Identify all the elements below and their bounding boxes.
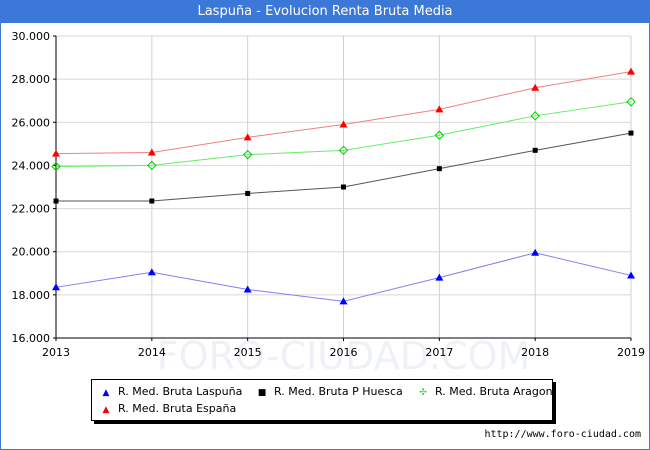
grid	[55, 35, 632, 339]
data-point	[147, 160, 157, 171]
x-tick-label: 2019	[617, 346, 645, 359]
legend-label-huesca: R. Med. Bruta P Huesca	[274, 385, 403, 398]
data-point	[52, 283, 60, 291]
data-point	[243, 133, 252, 141]
series-group	[51, 67, 636, 305]
data-point	[51, 161, 61, 172]
data-point	[434, 130, 445, 140]
data-point	[435, 273, 444, 281]
x-tick-label: 2017	[425, 346, 453, 359]
data-point	[628, 130, 634, 136]
legend-label-aragon: R. Med. Bruta Aragon	[435, 385, 553, 398]
data-point	[149, 198, 155, 204]
legend-label-laspuna: R. Med. Bruta Laspuña	[118, 385, 243, 398]
data-point	[531, 248, 540, 256]
data-point	[627, 271, 635, 279]
y-tick-label: 30.000	[12, 30, 51, 43]
legend-marker-huesca: ■	[257, 388, 267, 398]
y-tick-label: 28.000	[12, 73, 51, 86]
data-point	[436, 166, 442, 172]
data-point	[532, 147, 538, 153]
data-point	[147, 268, 156, 276]
y-tick-label: 16.000	[12, 332, 51, 345]
legend-item-huesca: ■ R. Med. Bruta P Huesca	[256, 385, 403, 399]
data-point	[435, 105, 444, 113]
x-tick-label: 2018	[521, 346, 549, 359]
footer-url[interactable]: http://www.foro-ciudad.com	[484, 429, 641, 440]
y-tick-label: 22.000	[12, 203, 51, 216]
data-point	[242, 149, 253, 160]
data-point	[626, 97, 636, 107]
y-tick-label: 24.000	[12, 159, 51, 172]
data-point	[245, 190, 251, 196]
y-tick-label: 26.000	[12, 116, 51, 129]
series-line-2	[55, 101, 632, 168]
data-point	[627, 67, 635, 75]
data-point	[341, 184, 346, 190]
data-point	[530, 111, 540, 121]
data-point	[147, 148, 156, 156]
x-tick-label: 2014	[138, 346, 166, 359]
legend-item-aragon: ✣ R. Med. Bruta Aragon	[417, 385, 553, 399]
chart-title: Laspuña - Evolucion Renta Bruta Media	[1, 1, 649, 23]
data-point	[531, 83, 540, 91]
legend: ▲ R. Med. Bruta Laspuña ■ R. Med. Bruta P …	[91, 379, 553, 421]
legend-item-espana: ▲ R. Med. Bruta España	[100, 402, 237, 416]
x-tick-label: 2016	[330, 346, 358, 359]
data-point	[338, 145, 349, 156]
data-point	[52, 149, 60, 157]
x-tick-label: 2013	[42, 346, 70, 359]
legend-item-laspuna: ▲ R. Med. Bruta Laspuña	[100, 385, 243, 399]
legend-marker-laspuna: ▲	[102, 388, 110, 398]
data-point	[53, 198, 59, 204]
watermark-text: FORO-CIUDAD.COM	[157, 334, 531, 378]
data-point	[243, 285, 252, 293]
data-point	[339, 297, 348, 305]
axes: 16.000 18.000 20.000 22.000 24.000 26.000 28.0…	[12, 30, 646, 359]
legend-marker-espana: ▲	[102, 405, 110, 415]
data-point	[339, 120, 348, 128]
legend-label-espana: R. Med. Bruta España	[118, 402, 237, 415]
x-tick-label: 2015	[234, 346, 262, 359]
legend-marker-aragon: ✣	[419, 388, 427, 398]
y-tick-label: 18.000	[12, 289, 51, 302]
y-tick-label: 20.000	[12, 246, 51, 259]
watermark: FORO-CIUDAD.COM	[157, 334, 531, 378]
